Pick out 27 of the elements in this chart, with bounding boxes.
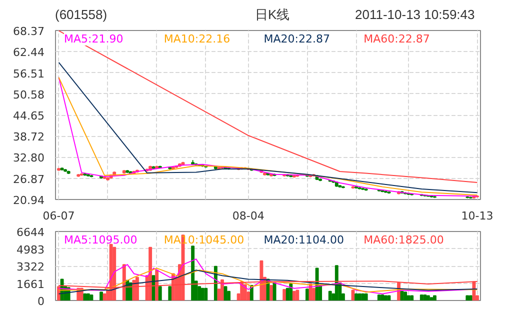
chart-subtitle: 日K线 (255, 6, 290, 24)
text: MA20:1104.00 (264, 234, 344, 246)
y-tick-label: 20.94 (13, 194, 45, 207)
y-tick-label: 50.58 (13, 88, 45, 102)
x-tick-label: 10-13 (461, 210, 494, 222)
series-label: MA5:1095.00 (64, 234, 138, 246)
y-tick-label: 68.37 (13, 25, 45, 38)
y-tick-label: 3322 (16, 260, 45, 274)
text: MA20:22.87 (264, 32, 330, 46)
y-tick-label: 44.65 (13, 110, 45, 123)
text: MA60:1825.00 (364, 234, 444, 246)
y-tick-label: 62.44 (13, 46, 45, 60)
chart-title: (601558) (55, 6, 108, 24)
text: 2011-10-13 10:59:43 (355, 6, 475, 24)
y-tick-label: 4983 (16, 243, 45, 256)
text: MA5:21.90 (64, 32, 124, 46)
y-tick-label: 32.80 (13, 152, 45, 165)
x-tick-label: 06-07 (42, 210, 75, 222)
y-tick-label: 0 (38, 295, 44, 308)
y-tick-label: 1661 (16, 278, 45, 291)
text: MA60:22.87 (364, 32, 430, 46)
x-tick-label: 08-04 (232, 210, 264, 222)
y-tick-label: 26.87 (13, 172, 45, 186)
y-tick-label: 56.51 (13, 67, 45, 80)
text: MA10:22.16 (164, 32, 230, 46)
y-tick-label: 6644 (16, 226, 45, 239)
y-tick-label: 38.72 (13, 130, 45, 144)
